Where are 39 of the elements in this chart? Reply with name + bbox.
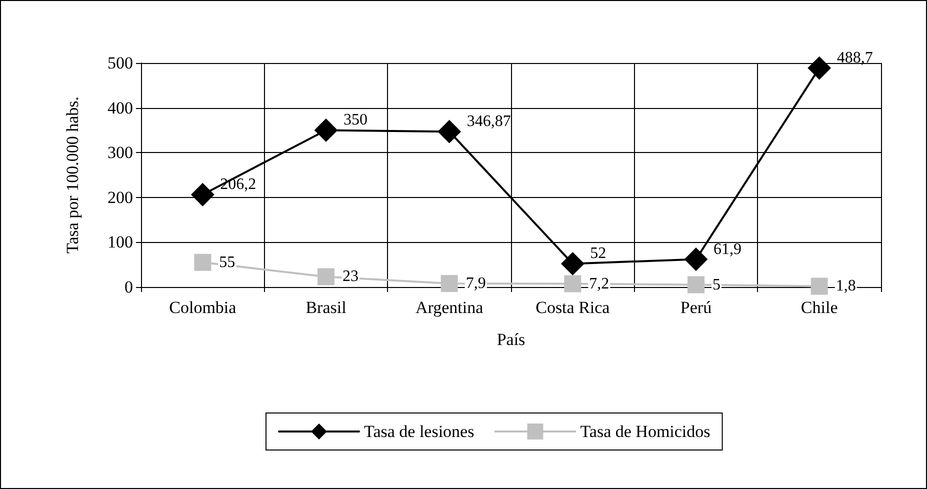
point (194, 254, 212, 271)
y-tick-label: 0 (124, 278, 133, 296)
point (564, 275, 582, 292)
x-tick-label: Brasil (306, 298, 347, 317)
point (808, 56, 831, 80)
data-label: 55 (219, 254, 236, 271)
point (810, 278, 828, 295)
y-tick-label: 300 (108, 143, 133, 162)
data-label: 350 (344, 112, 368, 129)
legend-label: Tasa de Homicidos (580, 422, 710, 441)
y-tick-label: 400 (108, 98, 133, 118)
y-axis-title: Tasa por 100.000 habs. (63, 96, 82, 254)
x-tick-label: Chile (800, 298, 838, 317)
point (684, 248, 708, 271)
point (440, 274, 458, 292)
data-label: 23 (342, 268, 358, 286)
data-label: 1,8 (836, 278, 856, 295)
x-axis-title: País (496, 330, 526, 349)
x-tick-label: Argentina (415, 298, 484, 317)
x-tick-label: Colombia (169, 298, 237, 317)
y-tick-label: 200 (108, 188, 133, 207)
data-label: 5 (712, 276, 720, 294)
x-tick-label: Perú (680, 298, 712, 317)
data-label: 52 (590, 245, 606, 262)
data-label: 488,7 (836, 50, 873, 67)
data-label: 7,2 (589, 275, 610, 292)
data-label: 346,87 (466, 113, 511, 130)
point (314, 118, 338, 142)
point (191, 183, 214, 206)
point (561, 252, 584, 276)
data-label: 61,9 (714, 240, 742, 258)
data-label: 7,9 (466, 274, 486, 292)
point (438, 120, 461, 144)
y-tick-label: 500 (108, 54, 133, 72)
y-tick-label: 100 (108, 232, 133, 252)
point (318, 268, 334, 286)
point (688, 276, 704, 294)
x-tick-label: Costa Rica (536, 298, 610, 317)
legend-label: Tasa de lesiones (364, 422, 474, 441)
